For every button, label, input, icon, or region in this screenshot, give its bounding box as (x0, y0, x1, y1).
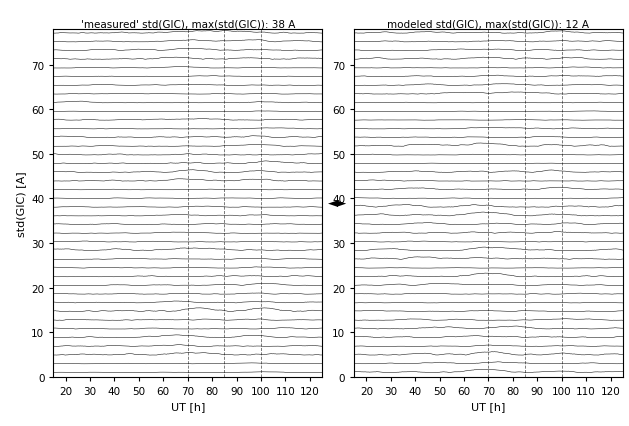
Y-axis label: std(GIC) [A]: std(GIC) [A] (16, 171, 26, 236)
Text: ◄►: ◄► (328, 197, 348, 210)
Title: 'measured' std(GIC), max(std(GIC)): 38 A: 'measured' std(GIC), max(std(GIC)): 38 A (81, 19, 295, 29)
X-axis label: UT [h]: UT [h] (471, 402, 506, 412)
Title: modeled std(GIC), max(std(GIC)): 12 A: modeled std(GIC), max(std(GIC)): 12 A (387, 19, 589, 29)
X-axis label: UT [h]: UT [h] (170, 402, 205, 412)
